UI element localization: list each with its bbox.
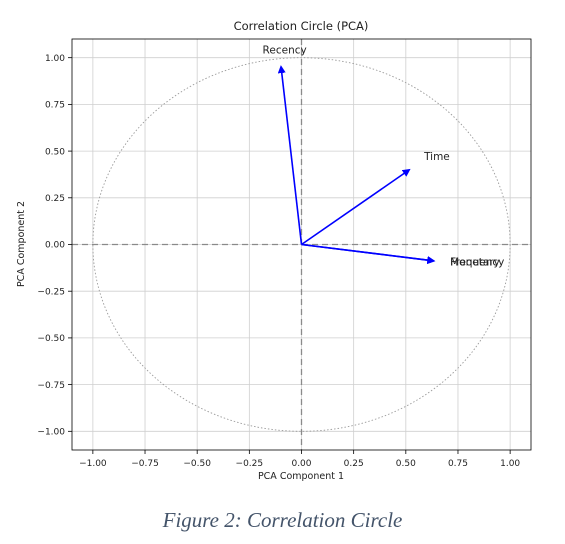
vector-label-recency: Recency [263, 44, 307, 56]
correlation-circle-chart: Correlation Circle (PCA) Recency Time Freq… [16, 19, 532, 482]
y-axis-label: PCA Component 2 [16, 201, 27, 287]
y-tick-label: −0.25 [37, 287, 65, 297]
vector-label-monetary: Monetary [450, 256, 500, 268]
vector-label-frequency: Frequency [450, 256, 504, 268]
x-tick-label: 0.25 [344, 459, 364, 469]
x-tick-label: −0.50 [183, 459, 211, 469]
x-tick-label: 1.00 [500, 459, 520, 469]
y-tick-label: 0.75 [45, 101, 65, 111]
y-tick-label: 0.50 [45, 147, 65, 157]
x-tick-label: −1.00 [79, 459, 107, 469]
y-tick-label: 1.00 [45, 54, 65, 64]
vector-label-time: Time [423, 151, 450, 163]
y-tick-label: −0.50 [37, 334, 65, 344]
x-tick-label: 0.75 [448, 459, 468, 469]
y-ticks: 1.00 0.75 0.50 0.25 0.00 −0.25 −0.50 −0.75 −1.00 [37, 54, 72, 438]
y-tick-label: 0.25 [45, 194, 65, 204]
figure-caption: Figure 2: Correlation Circle [162, 508, 403, 532]
x-tick-label: 0.00 [291, 459, 311, 469]
x-tick-label: 0.50 [396, 459, 416, 469]
x-tick-label: −0.25 [236, 459, 264, 469]
y-tick-label: −1.00 [37, 428, 65, 438]
x-axis-label: PCA Component 1 [258, 471, 344, 482]
x-ticks: −1.00 −0.75 −0.50 −0.25 0.00 0.25 0.50 0.75 1.00 [79, 450, 520, 469]
chart-title: Correlation Circle (PCA) [234, 19, 369, 33]
y-tick-label: −0.75 [37, 381, 65, 391]
vector-monetary [301, 243, 436, 265]
x-tick-label: −0.75 [131, 459, 159, 469]
vector-recency [277, 65, 303, 245]
unit-circle-layer [92, 57, 511, 432]
vector-time [301, 168, 411, 246]
unit-circle [92, 57, 511, 432]
y-tick-label: 0.00 [45, 241, 65, 251]
